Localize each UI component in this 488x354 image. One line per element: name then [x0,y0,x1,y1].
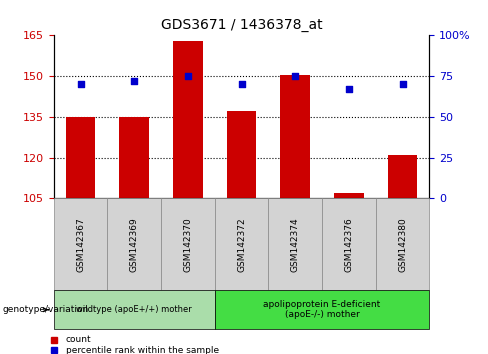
Text: GSM142370: GSM142370 [183,217,192,272]
Bar [215,290,429,329]
Text: GSM142374: GSM142374 [291,217,300,272]
Text: GSM142372: GSM142372 [237,217,246,272]
Text: percentile rank within the sample: percentile rank within the sample [66,346,219,354]
Text: genotype/variation: genotype/variation [2,305,89,314]
Point [238,81,245,87]
Bar [54,290,215,329]
Text: apolipoprotein E-deficient
(apoE-/-) mother: apolipoprotein E-deficient (apoE-/-) mot… [264,300,381,319]
Text: GSM142369: GSM142369 [130,217,139,272]
Bar [268,198,322,290]
Bar [281,75,310,198]
Point [77,81,84,87]
Point [130,78,138,84]
Bar [161,198,215,290]
Bar [388,155,417,198]
Point [399,81,407,87]
Text: GSM142376: GSM142376 [345,217,353,272]
Bar [227,112,256,198]
Title: GDS3671 / 1436378_at: GDS3671 / 1436378_at [161,18,323,32]
Point [184,73,192,79]
Point [291,73,299,79]
Bar [173,41,203,198]
Point [345,86,353,92]
Text: GSM142380: GSM142380 [398,217,407,272]
Bar [334,193,364,198]
Text: GSM142367: GSM142367 [76,217,85,272]
Bar [66,117,95,198]
Bar [376,198,429,290]
Text: count: count [66,335,92,344]
Bar [120,117,149,198]
Bar [215,198,268,290]
Bar [107,198,161,290]
Text: wildtype (apoE+/+) mother: wildtype (apoE+/+) mother [76,305,192,314]
Bar [322,198,376,290]
Bar [54,198,107,290]
